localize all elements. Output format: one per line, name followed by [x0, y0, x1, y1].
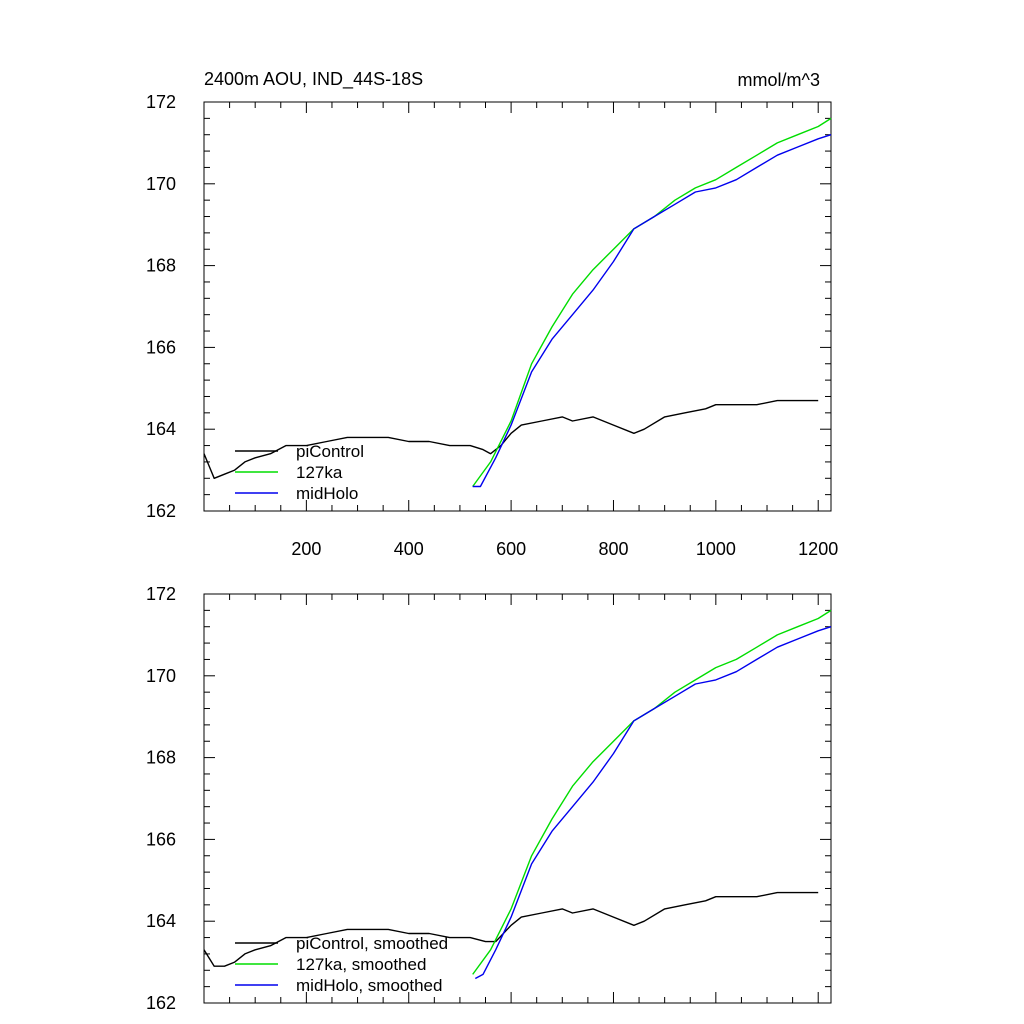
bottom-panel: 162 164 166 168 170 172 piControl, smoothed 127…: [146, 584, 832, 1013]
y-tick-label: 164: [146, 419, 176, 439]
legend-label: midHolo, smoothed: [296, 976, 442, 995]
x-tick-label: 400: [394, 539, 424, 559]
y-tick-label: 166: [146, 337, 176, 357]
x-tick-label: 1200: [798, 539, 838, 559]
y-tick-label: 168: [146, 256, 176, 276]
series-line-midholo: [472, 134, 832, 488]
x-tick-label: 200: [291, 539, 321, 559]
series-line-midholo: [474, 626, 832, 980]
y-tick-label: 172: [146, 92, 176, 112]
series-line-127ka: [472, 117, 832, 487]
legend-label: piControl: [296, 442, 364, 461]
plot-frame: [203, 101, 832, 512]
legend-label: piControl, smoothed: [296, 934, 448, 953]
y-tick-label: 168: [146, 748, 176, 768]
legend-label: 127ka: [296, 463, 343, 482]
series-line-picontrol: [203, 891, 819, 967]
y-tick-label: 170: [146, 174, 176, 194]
x-tick-label: 1000: [696, 539, 736, 559]
legend-label: 127ka, smoothed: [296, 955, 426, 974]
y-tick-label: 162: [146, 501, 176, 521]
y-tick-label: 166: [146, 829, 176, 849]
top-panel: 200 400 600 800 1000 1200 162 164 166 168 170 172 pi…: [146, 92, 838, 559]
y-tick-label: 170: [146, 666, 176, 686]
legend-label: midHolo: [296, 484, 358, 503]
x-tick-label: 600: [496, 539, 526, 559]
figure-title: 2400m AOU, IND_44S-18S: [204, 69, 423, 90]
plot-frame: [203, 593, 832, 1004]
y-tick-label: 172: [146, 584, 176, 604]
series-line-picontrol: [203, 399, 819, 479]
figure-units: mmol/m^3: [738, 70, 820, 90]
y-tick-label: 164: [146, 911, 176, 931]
y-tick-label: 162: [146, 993, 176, 1013]
series-line-127ka: [472, 609, 832, 975]
x-tick-label: 800: [598, 539, 628, 559]
